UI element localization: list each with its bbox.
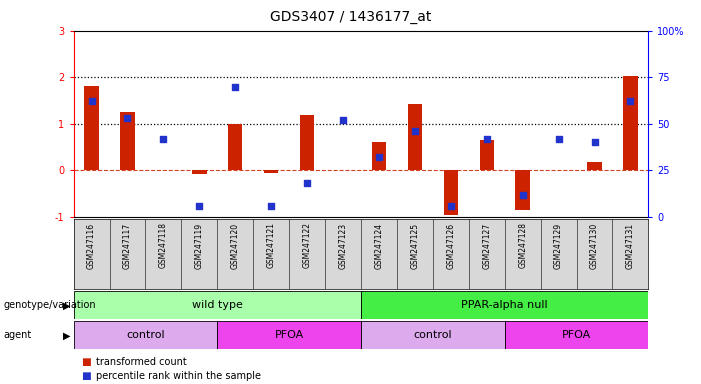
Text: GSM247116: GSM247116: [87, 222, 96, 268]
Point: [266, 203, 277, 209]
Text: GSM247131: GSM247131: [626, 222, 635, 268]
Text: GSM247127: GSM247127: [482, 222, 491, 268]
Text: genotype/variation: genotype/variation: [4, 300, 96, 311]
Point: [553, 136, 564, 142]
Text: agent: agent: [4, 330, 32, 341]
Bar: [479, 140, 494, 170]
Text: GDS3407 / 1436177_at: GDS3407 / 1436177_at: [270, 10, 431, 23]
Text: GSM247129: GSM247129: [554, 222, 563, 268]
Point: [409, 128, 421, 134]
Bar: [121, 112, 135, 170]
Point: [86, 98, 97, 104]
Point: [193, 203, 205, 209]
Point: [589, 139, 600, 146]
Bar: [192, 170, 207, 174]
Text: GSM247124: GSM247124: [374, 222, 383, 268]
Text: GSM247128: GSM247128: [518, 222, 527, 268]
Text: wild type: wild type: [192, 300, 243, 311]
Bar: [444, 170, 458, 215]
Point: [301, 180, 313, 187]
Text: GSM247122: GSM247122: [303, 222, 312, 268]
Bar: [217, 321, 361, 349]
Text: GSM247123: GSM247123: [339, 222, 348, 268]
Point: [158, 136, 169, 142]
Point: [230, 84, 241, 90]
Text: transformed count: transformed count: [96, 357, 186, 367]
Bar: [74, 291, 361, 319]
Text: PFOA: PFOA: [275, 330, 304, 341]
Text: GSM247121: GSM247121: [266, 222, 275, 268]
Bar: [84, 86, 99, 170]
Bar: [515, 170, 530, 210]
Text: percentile rank within the sample: percentile rank within the sample: [96, 371, 261, 381]
Bar: [623, 76, 638, 170]
Bar: [587, 162, 601, 170]
Point: [481, 136, 492, 142]
Bar: [505, 321, 648, 349]
Text: GSM247118: GSM247118: [159, 222, 168, 268]
Point: [517, 192, 529, 198]
Bar: [74, 321, 217, 349]
Bar: [264, 170, 278, 173]
Bar: [300, 116, 314, 170]
Text: GSM247125: GSM247125: [410, 222, 419, 268]
Text: ■: ■: [81, 371, 90, 381]
Text: GSM247120: GSM247120: [231, 222, 240, 268]
Text: ▶: ▶: [62, 300, 70, 311]
Text: control: control: [126, 330, 165, 341]
Text: GSM247130: GSM247130: [590, 222, 599, 269]
Text: control: control: [414, 330, 452, 341]
Bar: [408, 104, 422, 170]
Point: [445, 203, 456, 209]
Text: ■: ■: [81, 357, 90, 367]
Point: [337, 117, 348, 123]
Point: [625, 98, 636, 104]
Bar: [361, 321, 505, 349]
Text: GSM247117: GSM247117: [123, 222, 132, 268]
Bar: [372, 142, 386, 170]
Bar: [361, 291, 648, 319]
Bar: [228, 124, 243, 170]
Point: [374, 154, 385, 161]
Text: PPAR-alpha null: PPAR-alpha null: [461, 300, 548, 311]
Text: PFOA: PFOA: [562, 330, 591, 341]
Text: GSM247126: GSM247126: [447, 222, 456, 268]
Text: ▶: ▶: [62, 330, 70, 341]
Point: [122, 115, 133, 121]
Text: GSM247119: GSM247119: [195, 222, 204, 268]
